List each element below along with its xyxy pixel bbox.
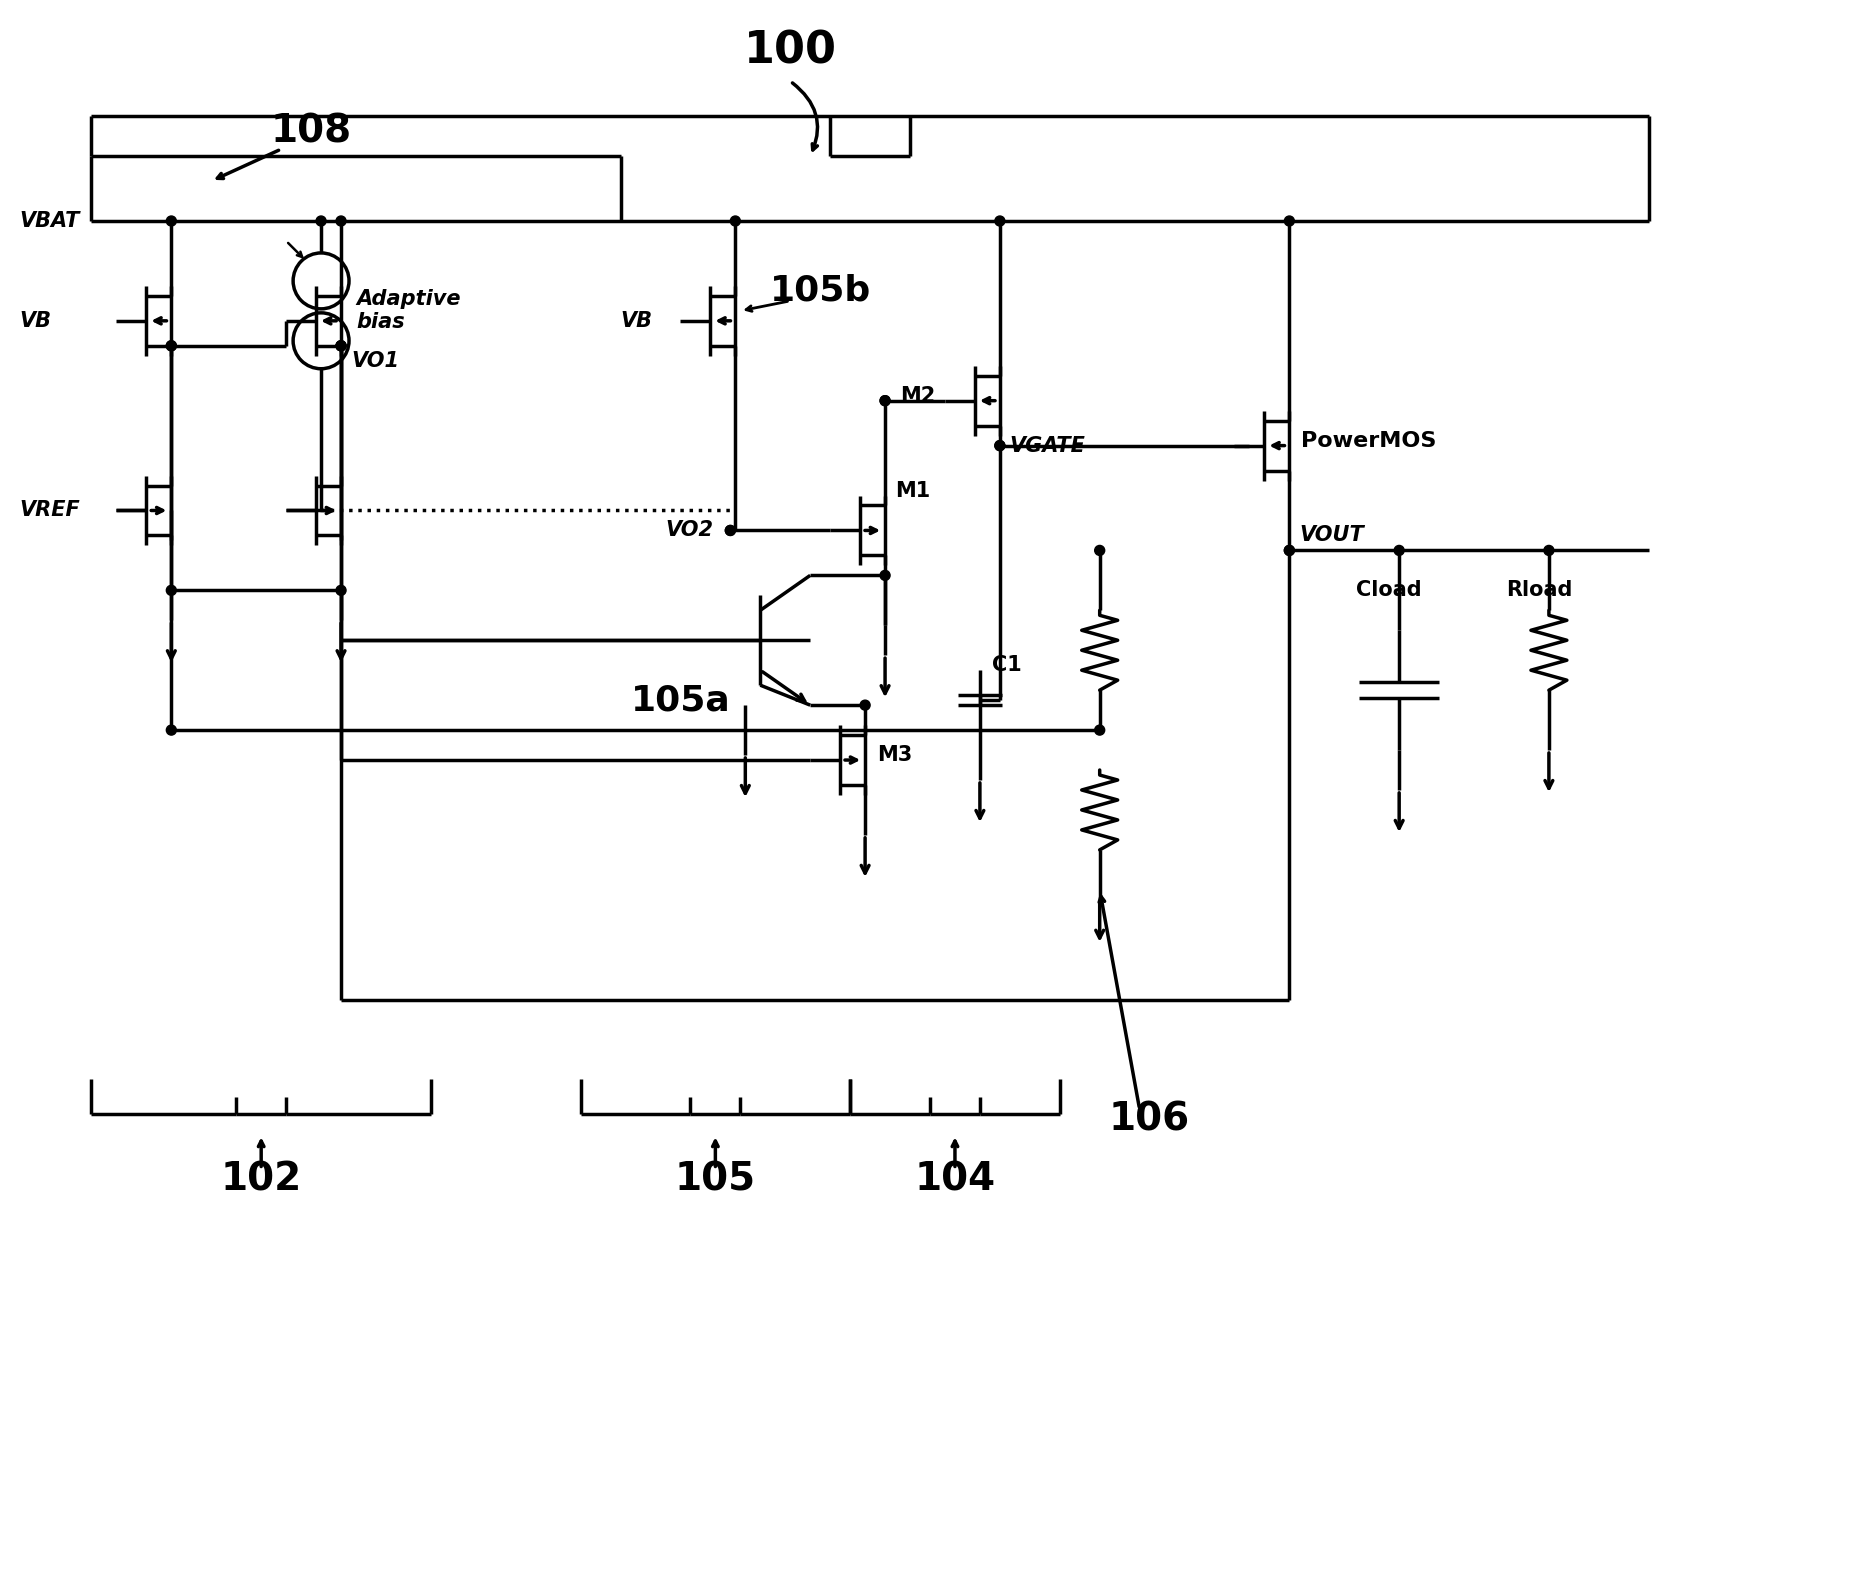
Text: 105: 105 <box>674 1160 756 1198</box>
Text: 100: 100 <box>743 30 838 72</box>
Text: 102: 102 <box>221 1160 302 1198</box>
Circle shape <box>880 395 889 406</box>
Text: 105a: 105a <box>630 683 730 718</box>
Text: M3: M3 <box>876 745 912 765</box>
Circle shape <box>335 342 347 351</box>
Circle shape <box>1393 546 1405 556</box>
Text: Rload: Rload <box>1506 581 1571 600</box>
Circle shape <box>995 441 1004 450</box>
Circle shape <box>167 726 176 735</box>
Text: VO1: VO1 <box>350 351 398 371</box>
Circle shape <box>880 570 889 581</box>
Text: 104: 104 <box>914 1160 995 1198</box>
Text: 106: 106 <box>1110 1100 1190 1138</box>
Circle shape <box>995 216 1004 227</box>
Circle shape <box>1284 546 1295 556</box>
Circle shape <box>167 216 176 227</box>
Circle shape <box>317 216 326 227</box>
Text: VGATE: VGATE <box>1010 436 1086 455</box>
Circle shape <box>1284 546 1295 556</box>
Text: VB: VB <box>621 310 652 331</box>
Text: VBAT: VBAT <box>20 211 80 231</box>
Circle shape <box>335 216 347 227</box>
Circle shape <box>995 441 1004 450</box>
Text: 105b: 105b <box>769 274 871 309</box>
Circle shape <box>335 342 347 351</box>
Circle shape <box>167 342 176 351</box>
Text: M2: M2 <box>901 386 936 406</box>
Text: VOUT: VOUT <box>1299 526 1364 546</box>
Text: C1: C1 <box>991 655 1021 675</box>
Circle shape <box>1095 546 1104 556</box>
Circle shape <box>725 526 736 535</box>
Circle shape <box>335 586 347 595</box>
Circle shape <box>880 395 889 406</box>
Text: PowerMOS: PowerMOS <box>1301 431 1436 450</box>
Text: 108: 108 <box>271 112 352 150</box>
Text: VO2: VO2 <box>665 521 713 540</box>
Circle shape <box>335 342 347 351</box>
Text: Cload: Cload <box>1356 581 1421 600</box>
Circle shape <box>167 342 176 351</box>
Circle shape <box>860 700 871 710</box>
Circle shape <box>1284 216 1295 227</box>
Circle shape <box>730 216 741 227</box>
Text: M1: M1 <box>895 480 930 501</box>
Circle shape <box>1544 546 1555 556</box>
Text: VB: VB <box>20 310 52 331</box>
Text: VREF: VREF <box>20 501 80 521</box>
Circle shape <box>725 526 736 535</box>
Circle shape <box>1095 726 1104 735</box>
Text: Adaptive
bias: Adaptive bias <box>356 290 461 332</box>
Circle shape <box>167 586 176 595</box>
